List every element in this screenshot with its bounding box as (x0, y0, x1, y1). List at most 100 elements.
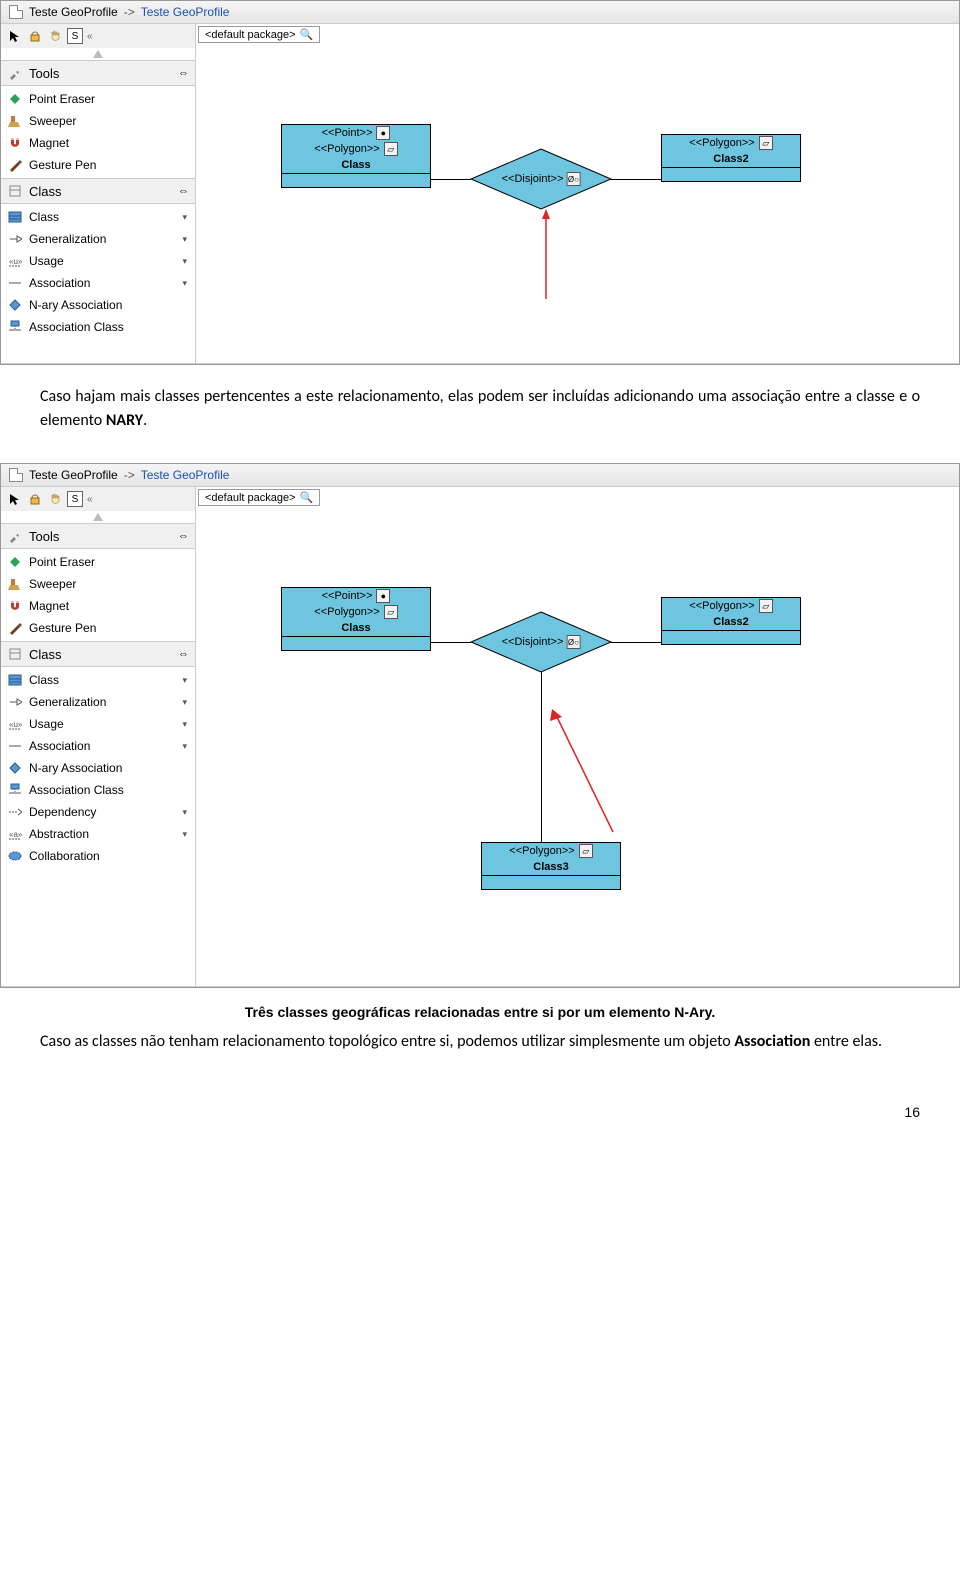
hand-icon[interactable] (47, 28, 63, 44)
polygon-stereo-icon: ▱ (384, 142, 398, 156)
nary-icon (7, 760, 23, 776)
palette-item-label: N-ary Association (29, 298, 122, 312)
palette-item-label: Generalization (29, 695, 106, 709)
title-sep: -> (124, 5, 135, 19)
palette-item[interactable]: Gesture Pen (1, 617, 195, 639)
magnifier-icon[interactable]: 🔍 (300, 28, 314, 41)
palette-item[interactable]: Generalization ▾ (1, 691, 195, 713)
palette-item[interactable]: «u»Usage▾ (1, 713, 195, 735)
s-button[interactable]: S (67, 491, 83, 507)
palette-item[interactable]: Association Class (1, 779, 195, 801)
canvas[interactable]: <default package>🔍 <<Point>>● <<Polygon>… (196, 24, 959, 363)
expand-arrow-icon[interactable]: ▾ (182, 278, 187, 289)
class-node-1[interactable]: <<Point>>● <<Polygon>>▱ Class (281, 587, 431, 651)
polygon-stereo-icon: ▱ (759, 136, 773, 150)
tools-icon (7, 65, 23, 81)
tools-section-header[interactable]: Tools ⇔ (1, 523, 195, 549)
project-name: Teste GeoProfile (29, 5, 118, 19)
palette-item-label: Sweeper (29, 114, 76, 128)
class-icon (7, 209, 23, 225)
pin-icon[interactable]: ⇔ (178, 530, 189, 542)
palette-item[interactable]: Dependency▾ (1, 801, 195, 823)
gesture-pen-icon (7, 620, 23, 636)
s-button[interactable]: S (67, 28, 83, 44)
assoc-class-icon (7, 319, 23, 335)
palette-item-label: N-ary Association (29, 761, 122, 775)
palette-item[interactable]: Magnet (1, 132, 195, 154)
canvas[interactable]: <default package>🔍 <<Point>>● <<Polygon>… (196, 487, 959, 986)
palette-item[interactable]: Sweeper (1, 573, 195, 595)
disjoint-node[interactable]: <<Disjoint>>Ø○ (471, 149, 611, 209)
cursor-icon[interactable] (7, 28, 23, 44)
doc-paragraph-1: Caso hajam mais classes pertencentes a e… (0, 365, 960, 463)
palette-chevron[interactable]: « (87, 31, 93, 42)
class-section-header[interactable]: Class ⇔ (1, 641, 195, 667)
scroll-up-icon[interactable] (93, 50, 103, 58)
point-eraser-icon (7, 554, 23, 570)
palette-chevron[interactable]: « (87, 494, 93, 505)
palette-item[interactable]: Association▾ (1, 272, 195, 294)
palette-item[interactable]: Association▾ (1, 735, 195, 757)
palette-item[interactable]: Generalization▾ (1, 228, 195, 250)
magnifier-icon[interactable]: 🔍 (300, 491, 314, 504)
class-node-2[interactable]: <<Polygon>>▱ Class2 (661, 597, 801, 645)
palette-item[interactable]: Gesture Pen (1, 154, 195, 176)
scroll-up-icon[interactable] (93, 513, 103, 521)
polygon-stereo-icon: ▱ (759, 599, 773, 613)
pin-icon[interactable]: ⇔ (178, 648, 189, 660)
dependency-icon (7, 804, 23, 820)
cursor-icon[interactable] (7, 491, 23, 507)
expand-arrow-icon[interactable]: ▾ (182, 675, 187, 686)
expand-arrow-icon[interactable]: ▾ (182, 741, 187, 752)
sweeper-icon (7, 576, 23, 592)
palette-item[interactable]: Class▾ (1, 669, 195, 691)
palette-item[interactable]: Magnet (1, 595, 195, 617)
class-items: Class▾Generalization▾«u»Usage▾Associatio… (1, 204, 195, 340)
disjoint-node[interactable]: <<Disjoint>>Ø○ (471, 612, 611, 672)
palette-item[interactable]: N-ary Association (1, 757, 195, 779)
palette-item[interactable]: N-ary Association (1, 294, 195, 316)
palette-item[interactable]: Association Class (1, 316, 195, 338)
palette-item-label: Abstraction (29, 827, 89, 841)
diagram-name: Teste GeoProfile (141, 5, 230, 19)
palette-item-label: Point Eraser (29, 555, 95, 569)
sweeper-icon (7, 113, 23, 129)
class-icon (7, 672, 23, 688)
lock-icon[interactable] (27, 491, 43, 507)
nary-icon (7, 297, 23, 313)
expand-arrow-icon[interactable]: ▾ (182, 234, 187, 245)
palette-item[interactable]: «u»Usage▾ (1, 250, 195, 272)
class-node-2[interactable]: <<Polygon>>▱ Class2 (661, 134, 801, 182)
class-section-label: Class (29, 647, 62, 662)
lock-icon[interactable] (27, 28, 43, 44)
page-number: 16 (0, 1084, 960, 1140)
pin-icon[interactable]: ⇔ (178, 67, 189, 79)
palette-item[interactable]: Point Eraser (1, 551, 195, 573)
palette-item[interactable]: Class▾ (1, 206, 195, 228)
palette-item[interactable]: «a»Abstraction▾ (1, 823, 195, 845)
collaboration-icon (7, 848, 23, 864)
pin-icon[interactable]: ⇔ (178, 185, 189, 197)
palette-item[interactable]: Point Eraser (1, 88, 195, 110)
hand-icon[interactable] (47, 491, 63, 507)
class-section-header[interactable]: Class ⇔ (1, 178, 195, 204)
expand-arrow-icon[interactable]: ▾ (182, 697, 187, 708)
generalization-icon (7, 694, 23, 710)
palette-item[interactable]: Collaboration (1, 845, 195, 867)
palette-item[interactable]: Sweeper (1, 110, 195, 132)
point-eraser-icon (7, 91, 23, 107)
association-icon (7, 738, 23, 754)
tools-section-header[interactable]: Tools ⇔ (1, 60, 195, 86)
expand-arrow-icon[interactable]: ▾ (182, 212, 187, 223)
expand-arrow-icon[interactable]: ▾ (182, 256, 187, 267)
expand-arrow-icon[interactable]: ▾ (182, 829, 187, 840)
assoc-class-icon (7, 782, 23, 798)
expand-arrow-icon[interactable]: ▾ (182, 719, 187, 730)
class-node-3[interactable]: <<Polygon>>▱ Class3 (481, 842, 621, 890)
expand-arrow-icon[interactable]: ▾ (182, 807, 187, 818)
svg-text:«u»: «u» (9, 257, 22, 266)
project-name: Teste GeoProfile (29, 468, 118, 482)
class-node-1[interactable]: <<Point>>● <<Polygon>>▱ Class (281, 124, 431, 188)
titlebar: Teste GeoProfile -> Teste GeoProfile (1, 464, 959, 487)
titlebar: Teste GeoProfile -> Teste GeoProfile (1, 1, 959, 24)
